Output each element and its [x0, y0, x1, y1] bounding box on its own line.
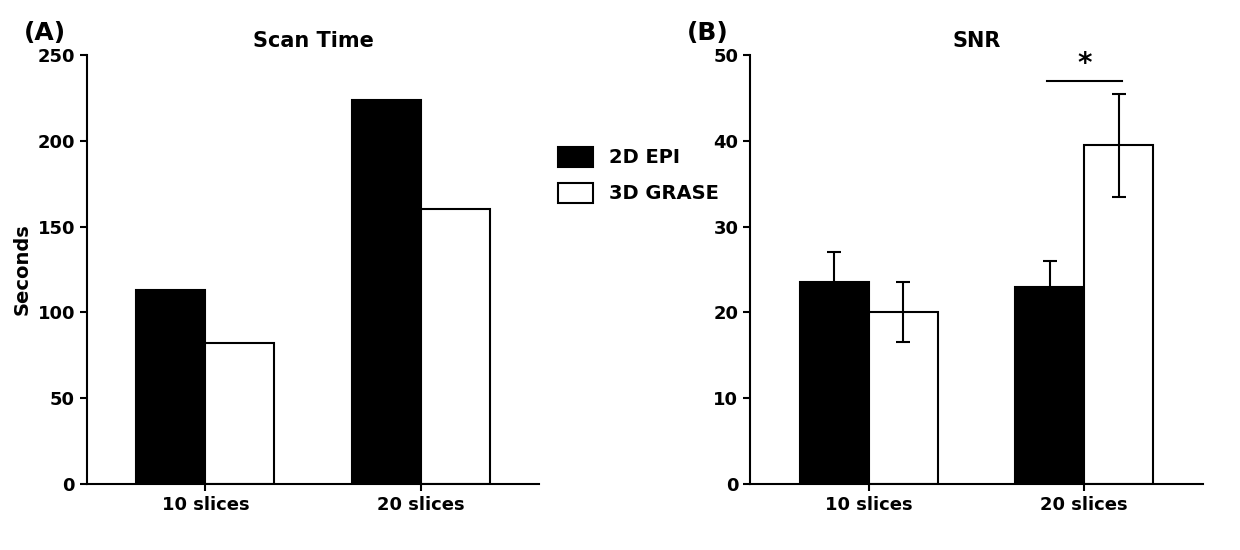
Y-axis label: Seconds: Seconds [12, 224, 32, 315]
Bar [1084, 145, 1153, 484]
Bar [1016, 287, 1084, 484]
Bar [352, 100, 420, 484]
Text: *: * [1078, 50, 1091, 78]
Bar [869, 312, 937, 484]
Bar [206, 343, 274, 484]
Title: Scan Time: Scan Time [253, 31, 373, 51]
Bar [800, 282, 869, 484]
Bar [420, 210, 490, 484]
Text: (A): (A) [24, 21, 66, 45]
Legend: 2D EPI, 3D GRASE: 2D EPI, 3D GRASE [558, 147, 719, 204]
Title: SNR: SNR [952, 31, 1001, 51]
Text: (B): (B) [687, 21, 729, 45]
Bar [136, 290, 206, 484]
